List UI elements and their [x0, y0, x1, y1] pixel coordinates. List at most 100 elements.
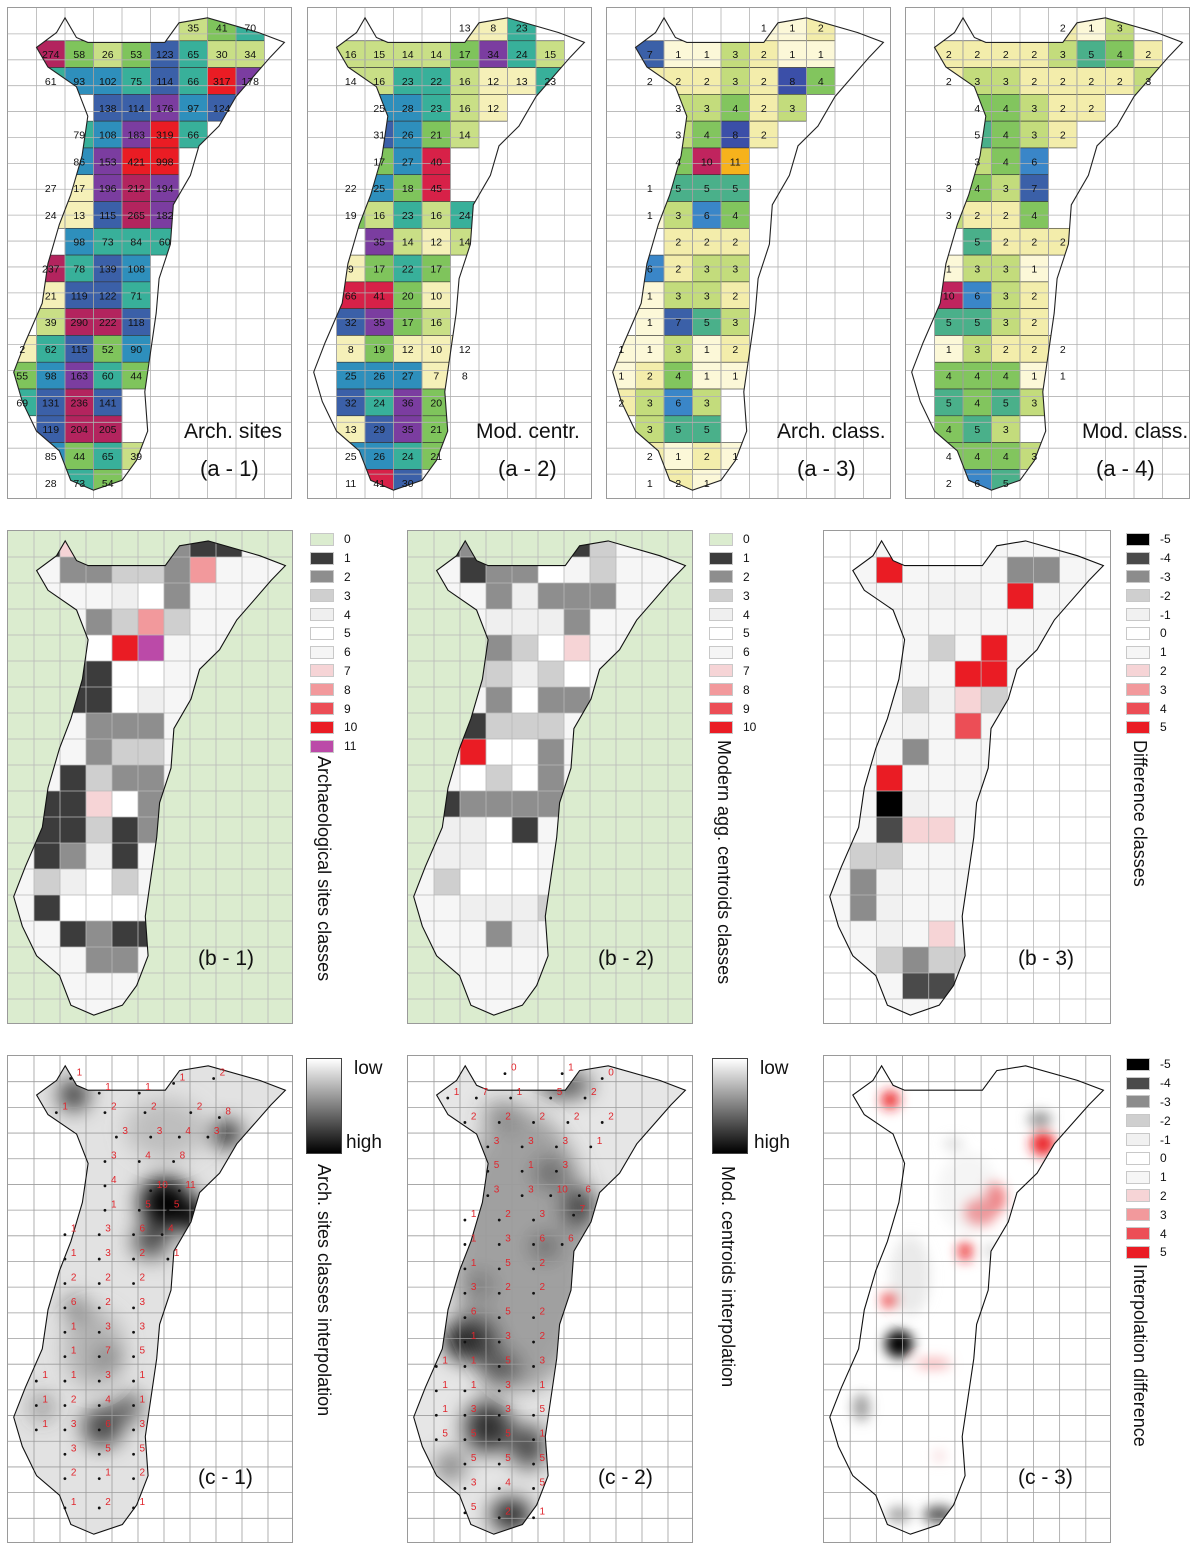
sample-point-label: 1	[42, 1419, 48, 1430]
grid-cell	[393, 174, 423, 202]
grid-cell	[538, 583, 564, 609]
legend-swatch	[1126, 1114, 1150, 1128]
cell-value-label: 4	[675, 371, 681, 383]
legend-label: 5	[1160, 1245, 1167, 1260]
cell-value-label: 5	[704, 317, 710, 329]
sample-point-label: 1	[111, 1199, 117, 1210]
cell-value-label: 65	[187, 49, 199, 61]
cell-value-label: 20	[402, 290, 414, 302]
legend-label: 1	[1160, 645, 1167, 660]
cell-value-label: 141	[99, 397, 117, 409]
panel-label-a1: Arch. sites	[184, 420, 283, 443]
grid-cell	[663, 335, 693, 363]
cell-value-label: 2	[675, 478, 681, 490]
cell-value-label: 60	[102, 371, 114, 383]
cell-value-label: 4	[1003, 156, 1009, 168]
sample-point-label: 6	[471, 1307, 477, 1318]
grid-cell	[538, 635, 564, 661]
grid-cell	[590, 540, 616, 557]
legend-swatch	[709, 570, 733, 584]
panel-caption-c1: (c - 1)	[198, 1466, 253, 1489]
map-panel-a3: 1 1 2 7 1 1 3 2 1 1 2 2 2 3 2 8 4 3 3 4 2 3 3 4 8 2 4 10 11 1 5 5 5 1 3 6 4 2…	[606, 7, 891, 499]
cell-value-label: 25	[345, 451, 357, 463]
legend-label: 7	[743, 663, 750, 678]
cell-value-label: 319	[156, 130, 174, 142]
cell-value-label: 4	[974, 451, 980, 463]
legend-b3: -5 -4 -3 -2 -1 0 1 2 3 4 5	[1126, 530, 1171, 737]
sample-point-label: 2	[540, 1282, 546, 1293]
legend-title-c1: Arch. sites classes interpolation	[314, 1164, 334, 1417]
grid-cell	[1033, 557, 1060, 583]
legend-item: -4	[1126, 549, 1171, 568]
cell-value-label: 1	[618, 344, 624, 356]
cell-value-label: 8	[348, 344, 354, 356]
legend-item: -4	[1126, 1074, 1171, 1093]
cell-value-label: 35	[373, 317, 385, 329]
cell-value-label: 32	[345, 317, 357, 329]
legend-swatch	[310, 608, 334, 622]
grid-cell	[112, 895, 138, 921]
grid-cell	[393, 94, 423, 122]
grid-cell	[486, 869, 512, 895]
interpolation-hotspot	[881, 1090, 900, 1109]
cell-value-label: 39	[130, 451, 142, 463]
cell-value-label: 27	[402, 371, 414, 383]
legend-swatch	[709, 608, 733, 622]
cell-value-label: 1	[1088, 22, 1094, 34]
legend-label: -1	[1160, 1132, 1171, 1147]
legend-item: 9	[709, 699, 756, 718]
legend-swatch	[1126, 570, 1150, 584]
sample-point-label: 5	[471, 1429, 477, 1440]
cell-value-label: 265	[127, 210, 145, 222]
grid-cell	[60, 765, 86, 791]
cell-value-label: 6	[1031, 156, 1037, 168]
cell-value-label: 2	[647, 451, 653, 463]
cell-value-label: 2	[974, 210, 980, 222]
cell-value-label: 98	[45, 371, 57, 383]
cell-value-label: 3	[675, 130, 681, 142]
legend-swatch	[1126, 645, 1150, 659]
grid-cell	[164, 583, 190, 609]
cell-value-label: 1	[704, 371, 710, 383]
cell-value-label: 14	[459, 237, 471, 249]
grid-cell	[512, 635, 538, 661]
grid-cell	[692, 147, 722, 176]
cell-value-label: 27	[45, 183, 57, 195]
grid-cell	[486, 895, 512, 921]
grid-cell	[934, 361, 964, 390]
cell-value-label: 16	[373, 210, 385, 222]
grid-cell	[777, 94, 807, 122]
grid-cell	[93, 120, 123, 149]
legend-b2: 0 1 2 3 4 5 6 7 8 9 10	[709, 530, 756, 737]
cell-value-label: 2	[1031, 49, 1037, 61]
cell-value-label: 44	[130, 371, 142, 383]
legend-item: -5	[1126, 530, 1171, 549]
cell-value-label: 4	[974, 103, 980, 115]
grid-cell	[86, 947, 112, 973]
sample-point-label: 2	[540, 1111, 546, 1122]
cell-value-label: 1	[732, 371, 738, 383]
cell-value-label: 17	[73, 183, 85, 195]
legend-swatch	[1126, 608, 1150, 622]
sample-point-label: 2	[505, 1209, 511, 1220]
cell-value-label: 998	[156, 156, 174, 168]
legend-swatch	[709, 702, 733, 716]
grid-cell	[421, 40, 451, 68]
cell-value-label: 2	[1060, 130, 1066, 142]
sample-point-label: 1	[71, 1497, 77, 1508]
interpolation-hotspot	[852, 1393, 871, 1422]
grid-cell	[962, 361, 992, 390]
cell-value-label: 41	[216, 22, 228, 34]
grid-cell	[749, 120, 779, 149]
grid-cell	[535, 40, 565, 68]
grid-cell	[1007, 583, 1034, 609]
cell-value-label: 7	[675, 317, 681, 329]
interpolation-hotspot	[436, 1451, 465, 1480]
cell-value-label: 41	[373, 478, 385, 490]
map-b1	[8, 531, 292, 1023]
grid-cell	[121, 94, 151, 122]
grid-cell	[336, 361, 366, 390]
cell-value-label: 2	[647, 76, 653, 88]
cell-value-label: 3	[1117, 22, 1123, 34]
cell-value-label: 2	[704, 237, 710, 249]
